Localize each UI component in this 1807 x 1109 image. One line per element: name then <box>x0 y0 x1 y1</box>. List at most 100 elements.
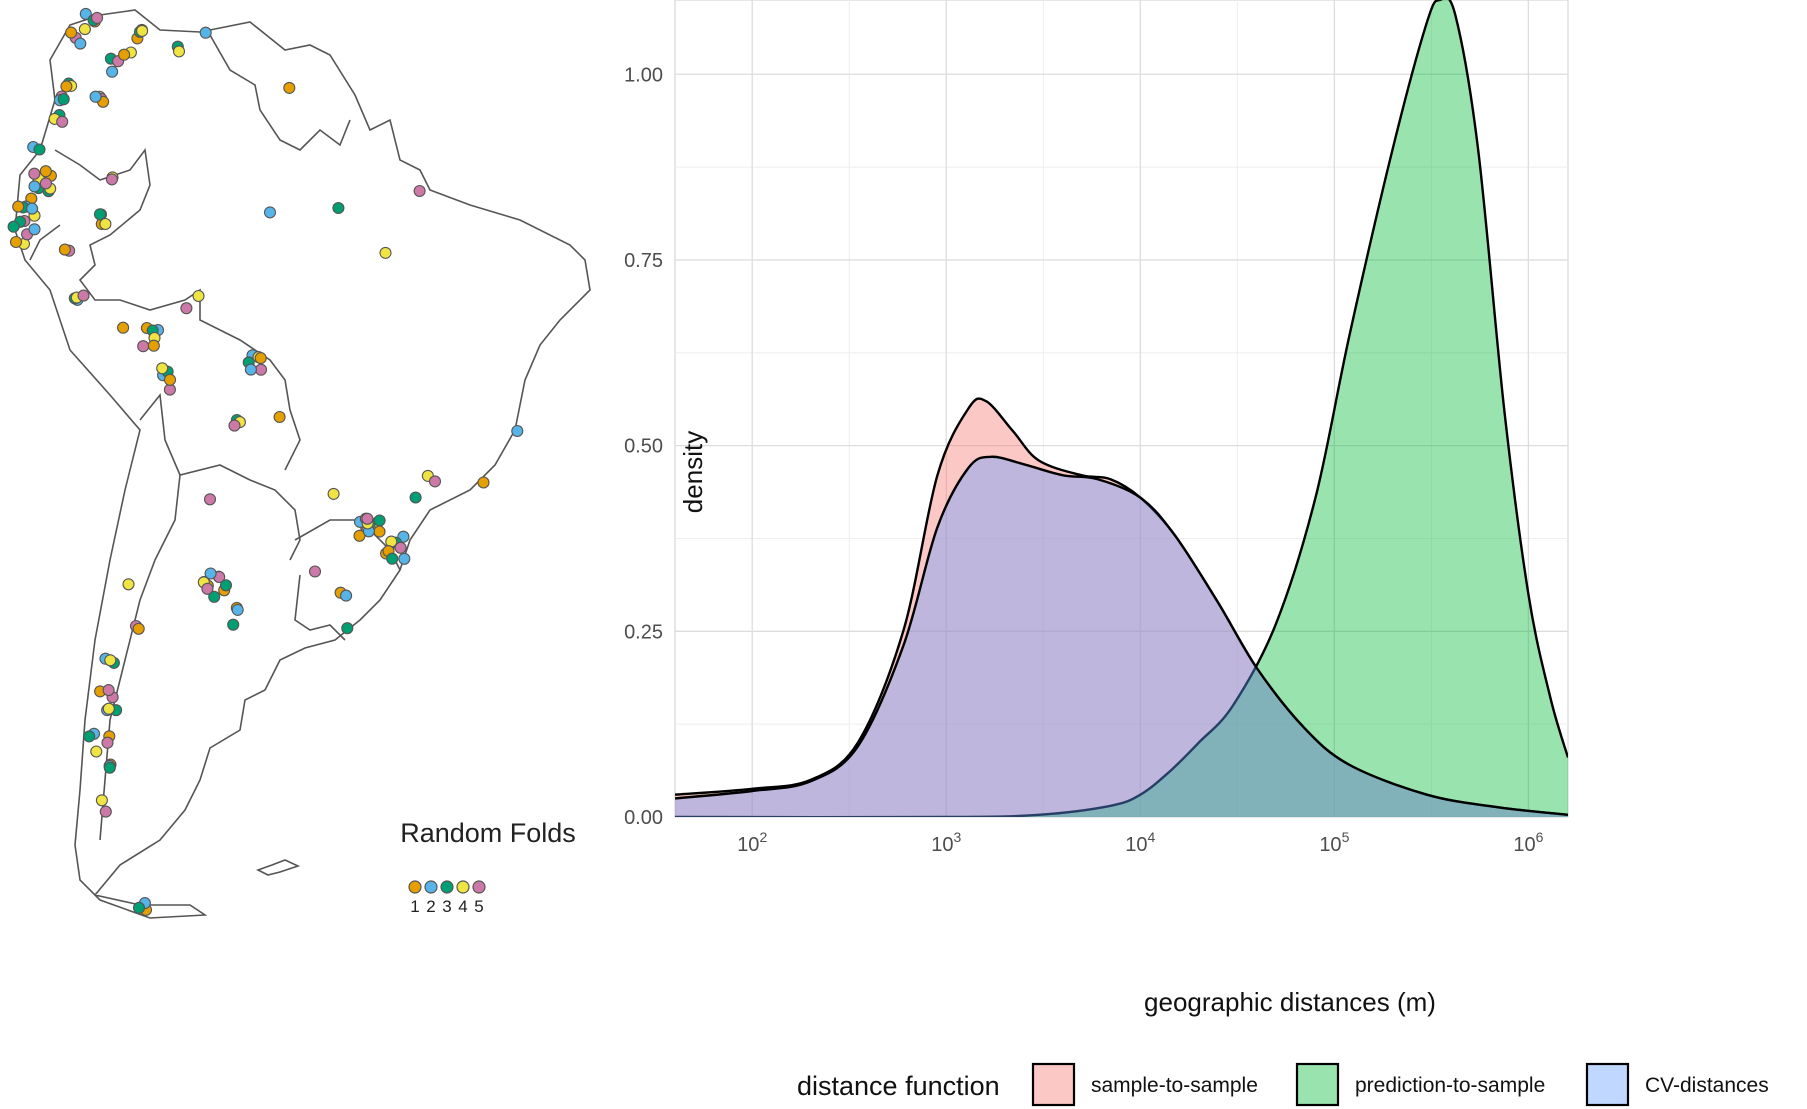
fold-legend-key-5 <box>472 880 486 894</box>
fold-point <box>90 745 103 758</box>
fold-point <box>33 143 46 156</box>
fold-point <box>39 177 52 190</box>
y-tick-labels: 0.00 0.25 0.50 0.75 1.00 <box>624 64 663 829</box>
fold-point <box>208 590 221 603</box>
fold-point <box>394 541 407 554</box>
fold-legend-key-4 <box>456 880 470 894</box>
fold-label-2: 2 <box>426 897 435 916</box>
fold-point <box>122 578 135 591</box>
border-line <box>294 574 346 641</box>
y-tick-label: 0.25 <box>624 621 663 643</box>
fold-point <box>117 321 130 334</box>
fold-label-3: 3 <box>442 897 451 916</box>
fold-point <box>228 419 241 432</box>
fold-point <box>12 200 25 213</box>
fold-point <box>398 552 411 565</box>
fold-point <box>201 582 214 595</box>
continent-outline <box>14 9 591 919</box>
density-line-CV-distances <box>675 455 1568 816</box>
y-tick-label: 0.50 <box>624 436 663 458</box>
fold-point <box>413 184 426 198</box>
fold-point <box>180 302 193 315</box>
y-axis-title: density <box>678 431 708 513</box>
fold-point <box>99 217 112 231</box>
fold-point <box>56 115 69 128</box>
fold-label-1: 1 <box>410 897 419 916</box>
fold-point <box>58 243 71 256</box>
fold-point <box>283 81 296 94</box>
fold-point <box>373 514 386 527</box>
x-axis-title: geographic distances (m) <box>1144 987 1436 1017</box>
fold-points <box>7 7 524 916</box>
fold-point <box>26 202 39 215</box>
y-tick-label: 0.00 <box>624 807 663 829</box>
falkland-islands <box>255 859 301 876</box>
fold-point <box>106 65 119 78</box>
border-line <box>54 147 301 471</box>
legend-label-sample-to-sample: sample-to-sample <box>1091 1074 1258 1097</box>
fold-point <box>273 410 286 424</box>
fold-point <box>102 684 115 697</box>
x-tick-label: 105 <box>1319 829 1349 856</box>
density-areas <box>675 0 1568 817</box>
density-area-sample-to-sample <box>675 398 1568 817</box>
fold-point <box>147 339 160 352</box>
fold-point <box>77 289 90 302</box>
legend-label-prediction-to-sample: prediction-to-sample <box>1355 1074 1545 1097</box>
fold-point <box>386 552 399 565</box>
fold-point <box>219 579 233 592</box>
legend-key-prediction-to-sample <box>1295 1062 1340 1107</box>
fold-point <box>78 23 91 36</box>
fold-point <box>102 702 115 715</box>
x-tick-label: 103 <box>931 829 961 856</box>
legend-key-sample-to-sample <box>1031 1062 1076 1107</box>
fold-point <box>163 373 177 386</box>
fold-point <box>101 736 114 749</box>
fold-point <box>244 363 257 376</box>
fold-point <box>60 80 73 93</box>
fold-point <box>83 730 96 743</box>
fold-point <box>332 201 345 215</box>
fold-point <box>428 475 442 488</box>
fold-point <box>192 289 205 303</box>
fold-legend-key-2 <box>424 880 438 894</box>
fold-point <box>74 37 87 50</box>
density-area-CV-distances <box>675 456 1568 817</box>
x-tick-label: 102 <box>737 829 767 856</box>
fold-point <box>103 761 116 774</box>
legend-title: distance function <box>797 1071 1000 1101</box>
fold-point <box>263 206 277 219</box>
fold-point <box>477 476 490 489</box>
border-line <box>139 392 301 561</box>
fold-point <box>132 901 146 914</box>
fold-point <box>95 794 108 807</box>
chart-legend: sample-to-sample prediction-to-sample CV-d… <box>1031 1062 1769 1107</box>
fold-legend-key-3 <box>440 880 454 894</box>
x-tick-label: 104 <box>1125 829 1155 856</box>
fold-point <box>91 11 104 24</box>
fold-point <box>118 48 131 61</box>
fold-point <box>172 45 186 58</box>
fold-point <box>156 362 169 375</box>
border-line <box>209 34 351 151</box>
fold-point <box>227 618 240 631</box>
fold-point <box>340 589 353 602</box>
fold-point <box>254 352 267 365</box>
legend-label-CV-distances: CV-distances <box>1645 1074 1769 1097</box>
fold-point <box>99 805 112 818</box>
y-tick-label: 0.75 <box>624 250 663 272</box>
fold-label-5: 5 <box>474 897 483 916</box>
y-tick-label: 1.00 <box>624 64 663 86</box>
fold-point <box>379 246 392 259</box>
fold-point <box>136 24 149 37</box>
fold-legend: 1 2 3 4 5 <box>408 880 486 916</box>
fold-point <box>57 93 70 106</box>
fold-point <box>39 165 52 178</box>
density-area-prediction-to-sample <box>675 0 1568 817</box>
fold-point <box>104 654 117 667</box>
fold-point <box>105 173 118 186</box>
fold-point <box>9 235 23 249</box>
fold-legend-key-1 <box>408 880 422 894</box>
fold-point <box>204 567 217 580</box>
